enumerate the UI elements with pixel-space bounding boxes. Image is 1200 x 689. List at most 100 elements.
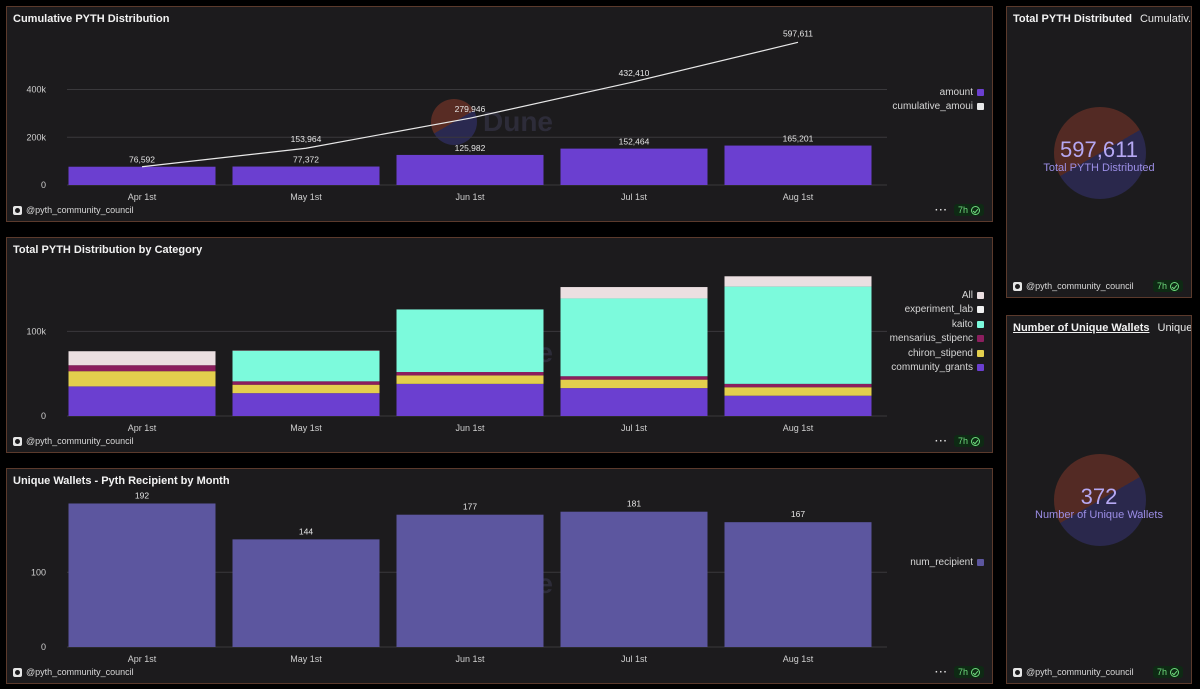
owner-avatar-icon <box>1013 281 1022 291</box>
bar-amount <box>396 154 544 185</box>
stacked-bar-segment-community-grants <box>560 388 708 416</box>
x-tick-label: Jun 1st <box>455 423 485 433</box>
legend-swatch <box>977 349 984 357</box>
legend-swatch <box>977 335 984 343</box>
counter: 372 Number of Unique Wallets <box>1007 484 1191 521</box>
legend-item[interactable]: experiment_lab <box>884 303 984 318</box>
owner-link[interactable]: @pyth_community_council <box>13 205 134 215</box>
more-options-icon[interactable]: ··· <box>934 204 948 216</box>
owner-avatar-icon <box>13 205 22 215</box>
freshness-text: 7h <box>1156 281 1167 291</box>
legend-item[interactable]: chiron_stipend <box>884 346 984 361</box>
line-value-label: 597,611 <box>783 28 813 38</box>
freshness-text: 7h <box>1156 667 1167 677</box>
check-circle-icon <box>1170 281 1179 291</box>
owner-name: @pyth_community_council <box>1026 667 1134 677</box>
stacked-bar-segment-all <box>724 276 872 287</box>
freshness-badge[interactable]: 7h <box>953 666 984 678</box>
freshness-badge[interactable]: 7h <box>1152 280 1183 292</box>
x-tick-label: May 1st <box>290 192 322 202</box>
stacked-bar-segment-mensarius-stipend <box>396 372 544 376</box>
legend-label: All <box>961 289 973 301</box>
stacked-bar-segment-mensarius-stipend <box>724 383 872 388</box>
x-tick-label: Jun 1st <box>455 654 485 664</box>
bar-num-recipient <box>232 539 380 647</box>
unique-wallets-chart-panel: Unique Wallets - Pyth Recipient by Month… <box>6 468 993 684</box>
stacked-bar-segment-chiron-stipend <box>232 384 380 394</box>
stacked-bar-segment-community-grants <box>396 383 544 416</box>
unique-wallets-counter-panel: Number of Unique Wallets Unique... 372 Nu… <box>1006 315 1192 684</box>
owner-name: @pyth_community_council <box>26 436 134 446</box>
legend-item[interactable]: kaito <box>884 317 984 332</box>
bar-value-label: 152,464 <box>619 137 650 147</box>
owner-avatar-icon <box>13 667 22 677</box>
panel-footer-actions: ··· 7h <box>935 435 984 447</box>
owner-name: @pyth_community_council <box>1026 281 1134 291</box>
freshness-text: 7h <box>957 667 968 677</box>
freshness-badge[interactable]: 7h <box>953 435 984 447</box>
stacked-bar-segment-kaito <box>396 309 544 373</box>
check-circle-icon <box>971 205 980 215</box>
owner-link[interactable]: @pyth_community_council <box>13 667 134 677</box>
legend-item[interactable]: amount <box>874 85 984 100</box>
total-distributed-counter-panel: Total PYTH Distributed Cumulativ... 597,6… <box>1006 6 1192 298</box>
legend-item[interactable]: cumulative_amoui <box>874 100 984 115</box>
panel-footer-actions: 7h <box>1152 666 1183 678</box>
legend-swatch <box>977 103 984 111</box>
bar-value-label: 177 <box>463 502 477 512</box>
stacked-bar-segment-mensarius-stipend <box>232 381 380 385</box>
panel-title[interactable]: Unique Wallets - Pyth Recipient by Month <box>13 475 230 487</box>
stacked-bar-segment-community-grants <box>68 386 216 416</box>
panel-title[interactable]: Total PYTH Distributed Cumulativ... <box>1013 13 1192 25</box>
legend-label: kaito <box>951 318 973 330</box>
chart-legend: amount cumulative_amoui <box>874 85 984 114</box>
panel-title[interactable]: Cumulative PYTH Distribution <box>13 13 170 25</box>
panel-subtitle: Cumulativ... <box>1139 13 1192 25</box>
legend-item[interactable]: num_recipient <box>884 555 984 570</box>
legend-label: community_grants <box>891 362 973 374</box>
category-distribution-panel: Total PYTH Distribution by Category Dune… <box>6 237 993 453</box>
x-tick-label: May 1st <box>290 423 322 433</box>
bar-num-recipient <box>724 522 872 647</box>
bar-value-label: 165,201 <box>783 134 814 144</box>
check-circle-icon <box>971 667 980 677</box>
owner-link[interactable]: @pyth_community_council <box>1013 667 1134 677</box>
legend-swatch <box>977 291 984 299</box>
check-circle-icon <box>1170 667 1179 677</box>
more-options-icon[interactable]: ··· <box>934 666 948 678</box>
owner-link[interactable]: @pyth_community_council <box>1013 281 1134 291</box>
legend-item[interactable]: mensarius_stipenc <box>884 332 984 347</box>
x-tick-label: Jul 1st <box>621 423 648 433</box>
x-tick-label: Aug 1st <box>783 654 814 664</box>
panel-title-text: Number of Unique Wallets <box>1013 322 1150 334</box>
legend-label: chiron_stipend <box>907 347 973 359</box>
x-tick-label: Jul 1st <box>621 192 648 202</box>
y-tick-label: 200k <box>26 132 46 142</box>
more-options-icon[interactable]: ··· <box>934 435 948 447</box>
stacked-bar-segment-kaito <box>232 350 380 382</box>
freshness-text: 7h <box>957 436 968 446</box>
legend-swatch <box>977 558 984 566</box>
owner-link[interactable]: @pyth_community_council <box>13 436 134 446</box>
x-tick-label: Jul 1st <box>621 654 648 664</box>
legend-item[interactable]: All <box>884 288 984 303</box>
panel-title-text: Total PYTH Distributed <box>1013 13 1132 25</box>
bar-value-label: 125,982 <box>455 143 486 153</box>
y-tick-label: 100k <box>26 326 46 336</box>
bar-num-recipient <box>560 511 708 647</box>
cumulative-line <box>141 41 799 168</box>
freshness-text: 7h <box>957 205 968 215</box>
counter-label: Number of Unique Wallets <box>1035 509 1163 521</box>
bar-num-recipient <box>68 503 216 647</box>
legend-item[interactable]: community_grants <box>884 361 984 376</box>
freshness-badge[interactable]: 7h <box>1152 666 1183 678</box>
stacked-bar-segment-chiron-stipend <box>396 375 544 384</box>
x-tick-label: May 1st <box>290 654 322 664</box>
bar-amount <box>232 166 380 185</box>
stacked-bar-segment-mensarius-stipend <box>68 365 216 372</box>
counter-value: 597,611 <box>1060 137 1138 162</box>
legend-label: cumulative_amoui <box>892 101 973 113</box>
freshness-badge[interactable]: 7h <box>953 204 984 216</box>
panel-title[interactable]: Number of Unique Wallets Unique... <box>1013 322 1191 334</box>
panel-title[interactable]: Total PYTH Distribution by Category <box>13 244 203 256</box>
